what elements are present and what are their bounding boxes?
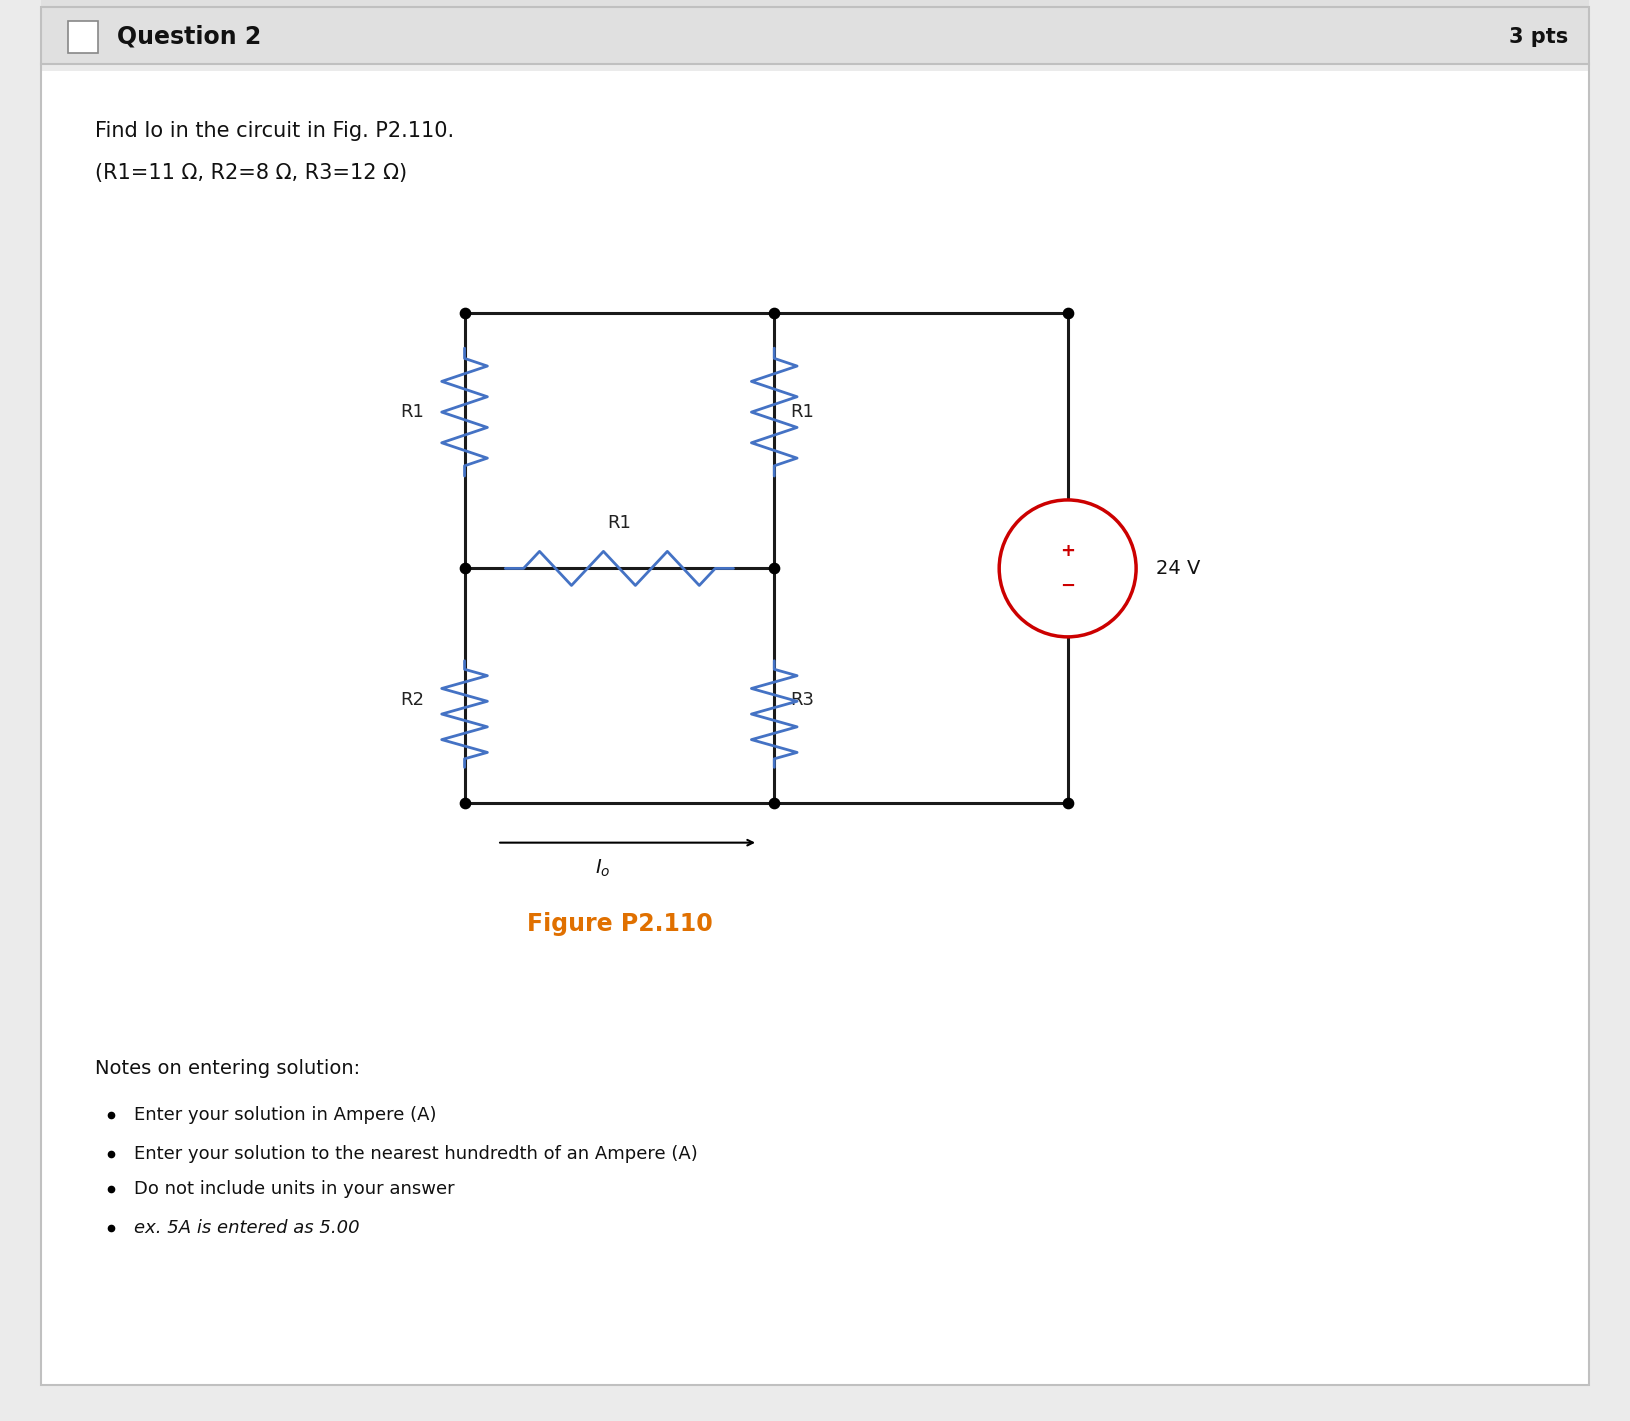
Text: Figure P2.110: Figure P2.110	[526, 912, 712, 935]
Text: −: −	[1060, 577, 1076, 594]
Text: ex. 5A is entered as 5.00: ex. 5A is entered as 5.00	[134, 1219, 359, 1236]
Bar	[41, 0, 1589, 64]
Text: R2: R2	[399, 691, 424, 709]
Text: R3: R3	[791, 691, 815, 709]
Point	[1055, 301, 1081, 324]
Text: (R1=11 Ω, R2=8 Ω, R3=12 Ω): (R1=11 Ω, R2=8 Ω, R3=12 Ω)	[95, 163, 406, 183]
Text: R1: R1	[399, 404, 424, 421]
Point	[761, 791, 787, 814]
Text: Notes on entering solution:: Notes on entering solution:	[95, 1059, 360, 1077]
Point	[761, 301, 787, 324]
Point	[761, 557, 787, 580]
Text: Find Io in the circuit in Fig. P2.110.: Find Io in the circuit in Fig. P2.110.	[95, 121, 453, 141]
Text: Question 2: Question 2	[117, 26, 261, 48]
Text: Enter your solution in Ampere (A): Enter your solution in Ampere (A)	[134, 1107, 437, 1124]
Point	[452, 791, 478, 814]
Text: $I_o$: $I_o$	[595, 858, 611, 878]
Point	[452, 301, 478, 324]
Text: R1: R1	[608, 514, 631, 531]
Ellipse shape	[999, 500, 1136, 637]
Text: 3 pts: 3 pts	[1509, 27, 1568, 47]
Text: Enter your solution to the nearest hundredth of an Ampere (A): Enter your solution to the nearest hundr…	[134, 1145, 698, 1162]
Point	[1055, 791, 1081, 814]
Bar	[68, 21, 98, 53]
Text: +: +	[1060, 543, 1076, 560]
Text: Do not include units in your answer: Do not include units in your answer	[134, 1181, 455, 1198]
Text: R1: R1	[791, 404, 815, 421]
Point	[452, 557, 478, 580]
Text: 24 V: 24 V	[1156, 558, 1200, 578]
